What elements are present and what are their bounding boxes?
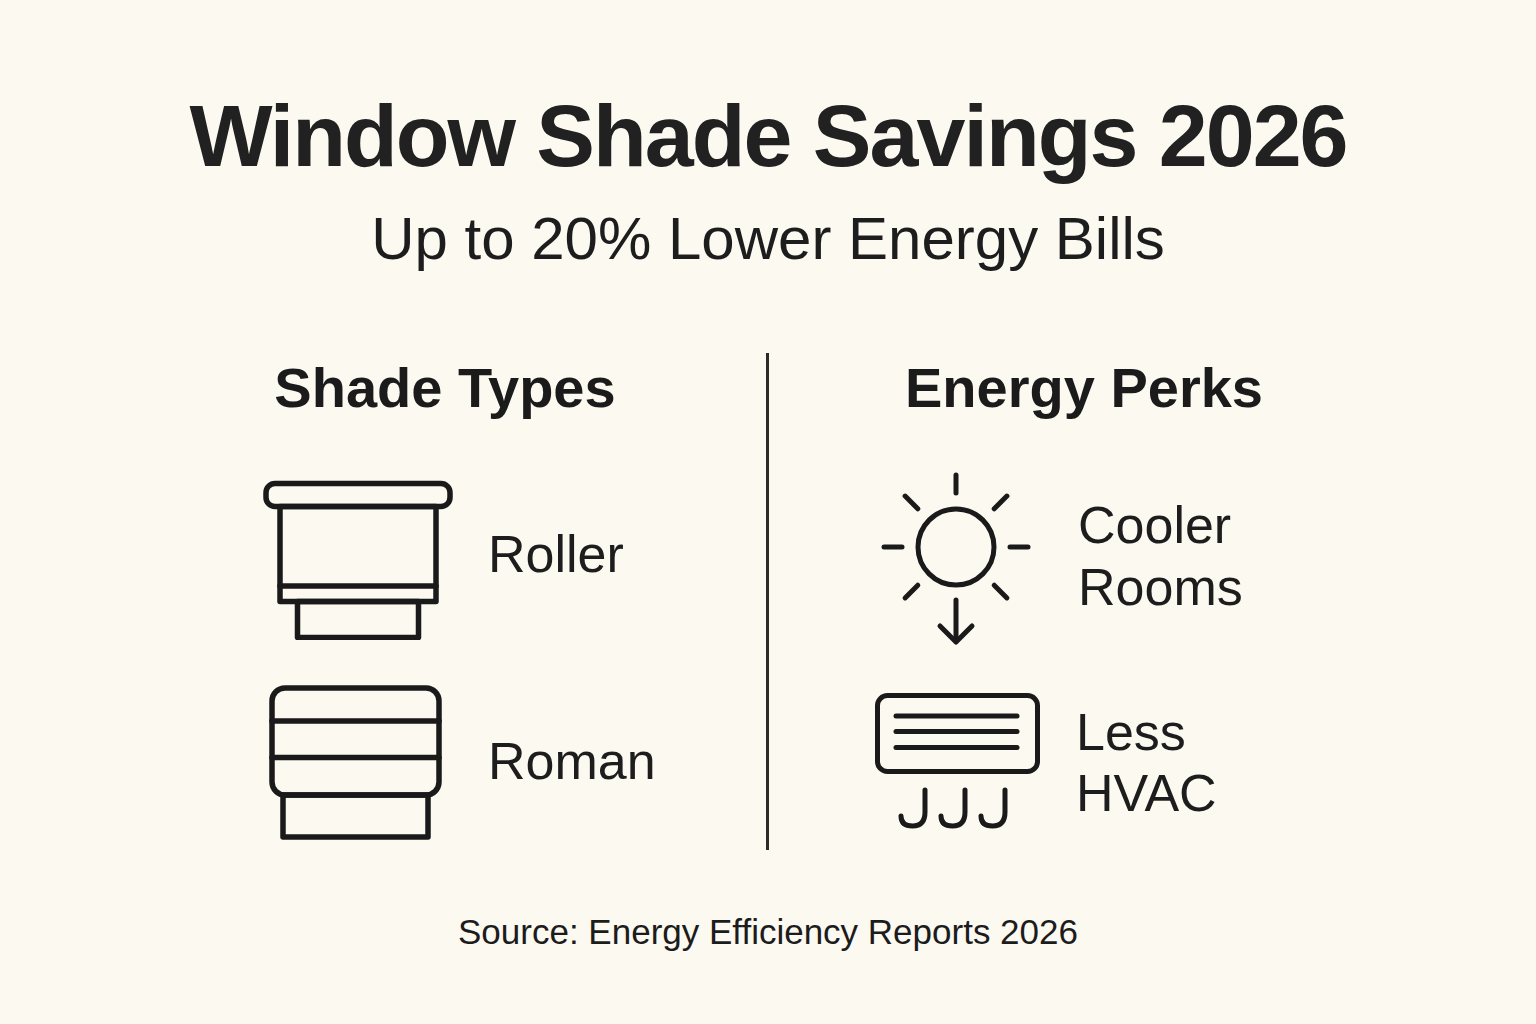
energy-perks-heading: Energy Perks (769, 358, 1399, 418)
roman-label: Roman (488, 731, 656, 791)
cooler-rooms-label-line2: Rooms (1078, 556, 1243, 618)
cooler-rooms-label-line1: Cooler (1078, 494, 1243, 556)
hvac-unit-icon (874, 692, 1040, 832)
less-hvac-label-line1: Less (1076, 702, 1217, 763)
roman-shade-icon (268, 684, 443, 840)
sun-arrow-down-icon (876, 460, 1036, 655)
column-divider (766, 353, 769, 850)
shade-types-heading: Shade Types (130, 358, 760, 418)
less-hvac-label-line2: HVAC (1076, 763, 1217, 824)
roller-label: Roller (488, 524, 624, 584)
infographic-window-shade-savings: Window Shade Savings 2026 Up to 20% Lowe… (0, 0, 1536, 1024)
roller-shade-icon (263, 480, 453, 640)
page-title: Window Shade Savings 2026 (0, 88, 1536, 184)
source-attribution: Source: Energy Efficiency Reports 2026 (0, 912, 1536, 952)
page-subtitle: Up to 20% Lower Energy Bills (0, 206, 1536, 272)
cooler-rooms-label: Cooler Rooms (1078, 494, 1243, 618)
less-hvac-label: Less HVAC (1076, 702, 1217, 824)
